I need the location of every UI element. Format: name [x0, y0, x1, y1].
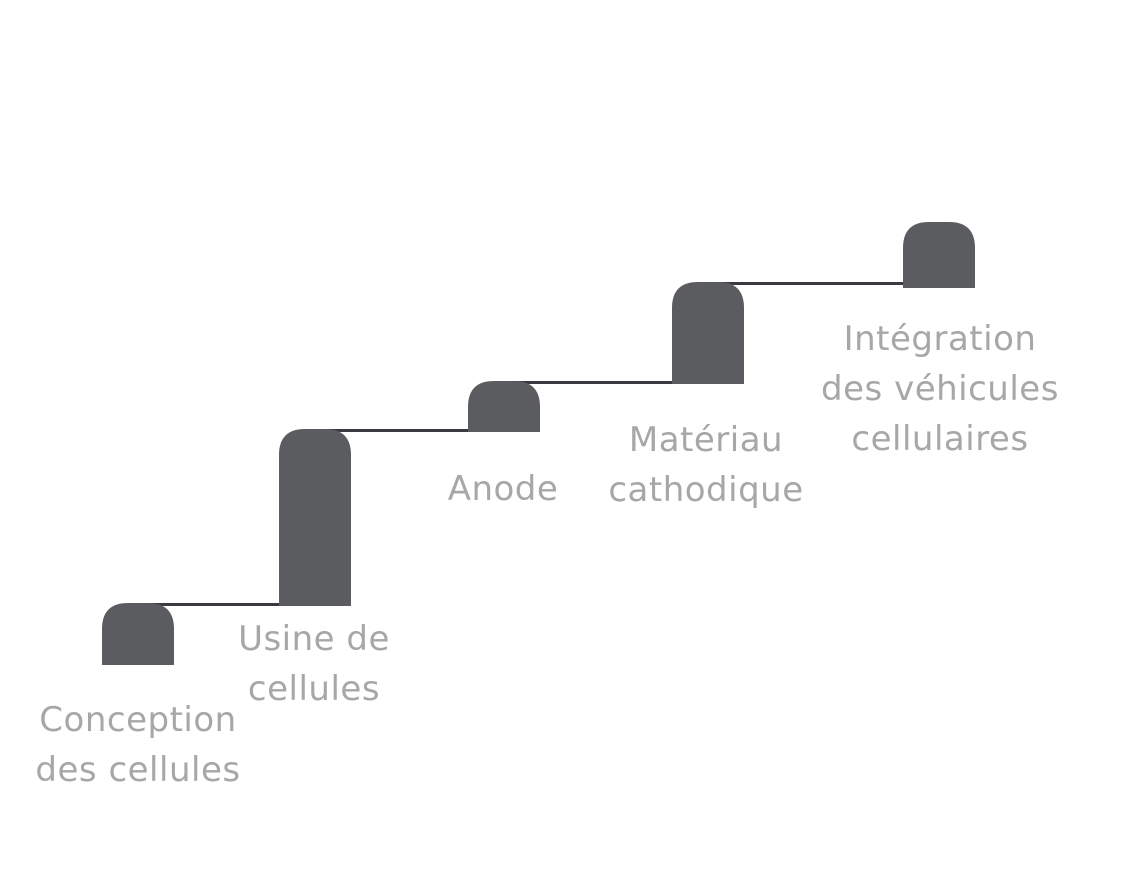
step-label-cell-design: Conception des cellules — [35, 695, 240, 795]
step-pillar-cell-vehicle-integration — [903, 222, 975, 288]
step-label-cell-vehicle-integration: Intégration des véhicules cellulaires — [821, 314, 1059, 464]
step-label-line: Conception — [39, 700, 237, 740]
connector-lines — [138, 282, 905, 606]
step-pillars — [102, 222, 975, 665]
step-label-line: cathodique — [608, 470, 804, 510]
step-label-line: cellulaires — [851, 419, 1029, 459]
step-label-line: des véhicules — [821, 369, 1059, 409]
step-label-line: Intégration — [843, 319, 1037, 359]
step-label-line: Anode — [447, 469, 559, 509]
step-pillar-cell-design — [102, 603, 174, 665]
step-pillar-cell-factory — [279, 429, 351, 606]
step-label-cathode-material: Matériau cathodique — [608, 415, 803, 515]
step-label-anode: Anode — [448, 464, 559, 514]
step-label-line: Usine de — [238, 619, 390, 659]
step-pillar-anode — [468, 381, 540, 432]
step-label-line: cellules — [247, 669, 381, 709]
step-label-line: des cellules — [35, 750, 241, 790]
step-label-line: Matériau — [628, 420, 784, 460]
step-pillar-cathode-material — [672, 282, 744, 384]
step-label-cell-factory: Usine de cellules — [238, 614, 390, 714]
